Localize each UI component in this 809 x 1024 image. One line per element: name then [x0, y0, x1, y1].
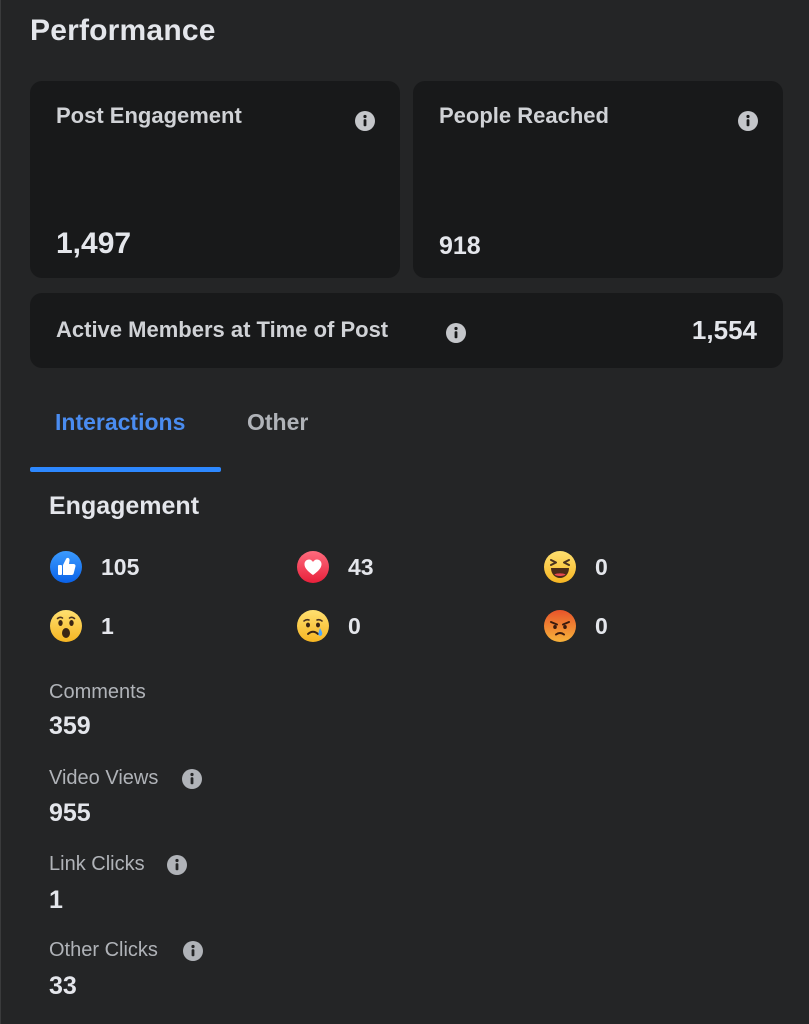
reaction-love: 43 — [296, 550, 416, 584]
info-icon[interactable] — [182, 769, 202, 789]
engagement-title: Engagement — [49, 492, 200, 520]
info-icon[interactable] — [183, 941, 203, 961]
angry-icon — [543, 609, 577, 643]
reaction-angry: 0 — [543, 609, 663, 643]
haha-icon — [543, 550, 577, 584]
comments-value: 359 — [49, 712, 91, 740]
link-clicks-label: Link Clicks — [49, 853, 145, 875]
like-count: 105 — [101, 554, 140, 580]
sad-count: 0 — [348, 613, 361, 639]
active-members-label: Active Members at Time of Post — [56, 317, 389, 342]
wow-icon — [49, 609, 83, 643]
haha-count: 0 — [595, 554, 608, 580]
video-views-value: 955 — [49, 799, 91, 827]
info-icon[interactable] — [167, 855, 187, 875]
post-engagement-label: Post Engagement — [56, 103, 242, 128]
people-reached-label: People Reached — [439, 103, 609, 128]
video-views-label: Video Views — [49, 767, 159, 789]
love-icon — [296, 550, 330, 584]
info-icon[interactable] — [355, 111, 375, 131]
other-clicks-label: Other Clicks — [49, 939, 158, 961]
reaction-wow: 1 — [49, 609, 169, 643]
reaction-like: 105 — [49, 550, 169, 584]
reaction-haha: 0 — [543, 550, 663, 584]
tab-interactions[interactable]: Interactions — [55, 409, 186, 435]
active-members-card: Active Members at Time of Post 1,554 — [30, 293, 783, 368]
active-tab-indicator — [30, 467, 221, 472]
sad-icon — [296, 609, 330, 643]
love-count: 43 — [348, 554, 374, 580]
comments-label: Comments — [49, 681, 146, 703]
angry-count: 0 — [595, 613, 608, 639]
post-engagement-card: Post Engagement 1,497 — [30, 81, 400, 278]
info-icon[interactable] — [446, 323, 466, 343]
people-reached-card: People Reached 918 — [413, 81, 783, 278]
other-clicks-value: 33 — [49, 972, 77, 1000]
tab-other[interactable]: Other — [247, 409, 309, 435]
people-reached-value: 918 — [439, 232, 481, 260]
link-clicks-value: 1 — [49, 886, 63, 914]
reaction-sad: 0 — [296, 609, 416, 643]
page-title: Performance — [30, 14, 216, 47]
post-engagement-value: 1,497 — [56, 227, 132, 260]
like-icon — [49, 550, 83, 584]
active-members-value: 1,554 — [691, 315, 757, 345]
wow-count: 1 — [101, 613, 114, 639]
info-icon[interactable] — [738, 111, 758, 131]
